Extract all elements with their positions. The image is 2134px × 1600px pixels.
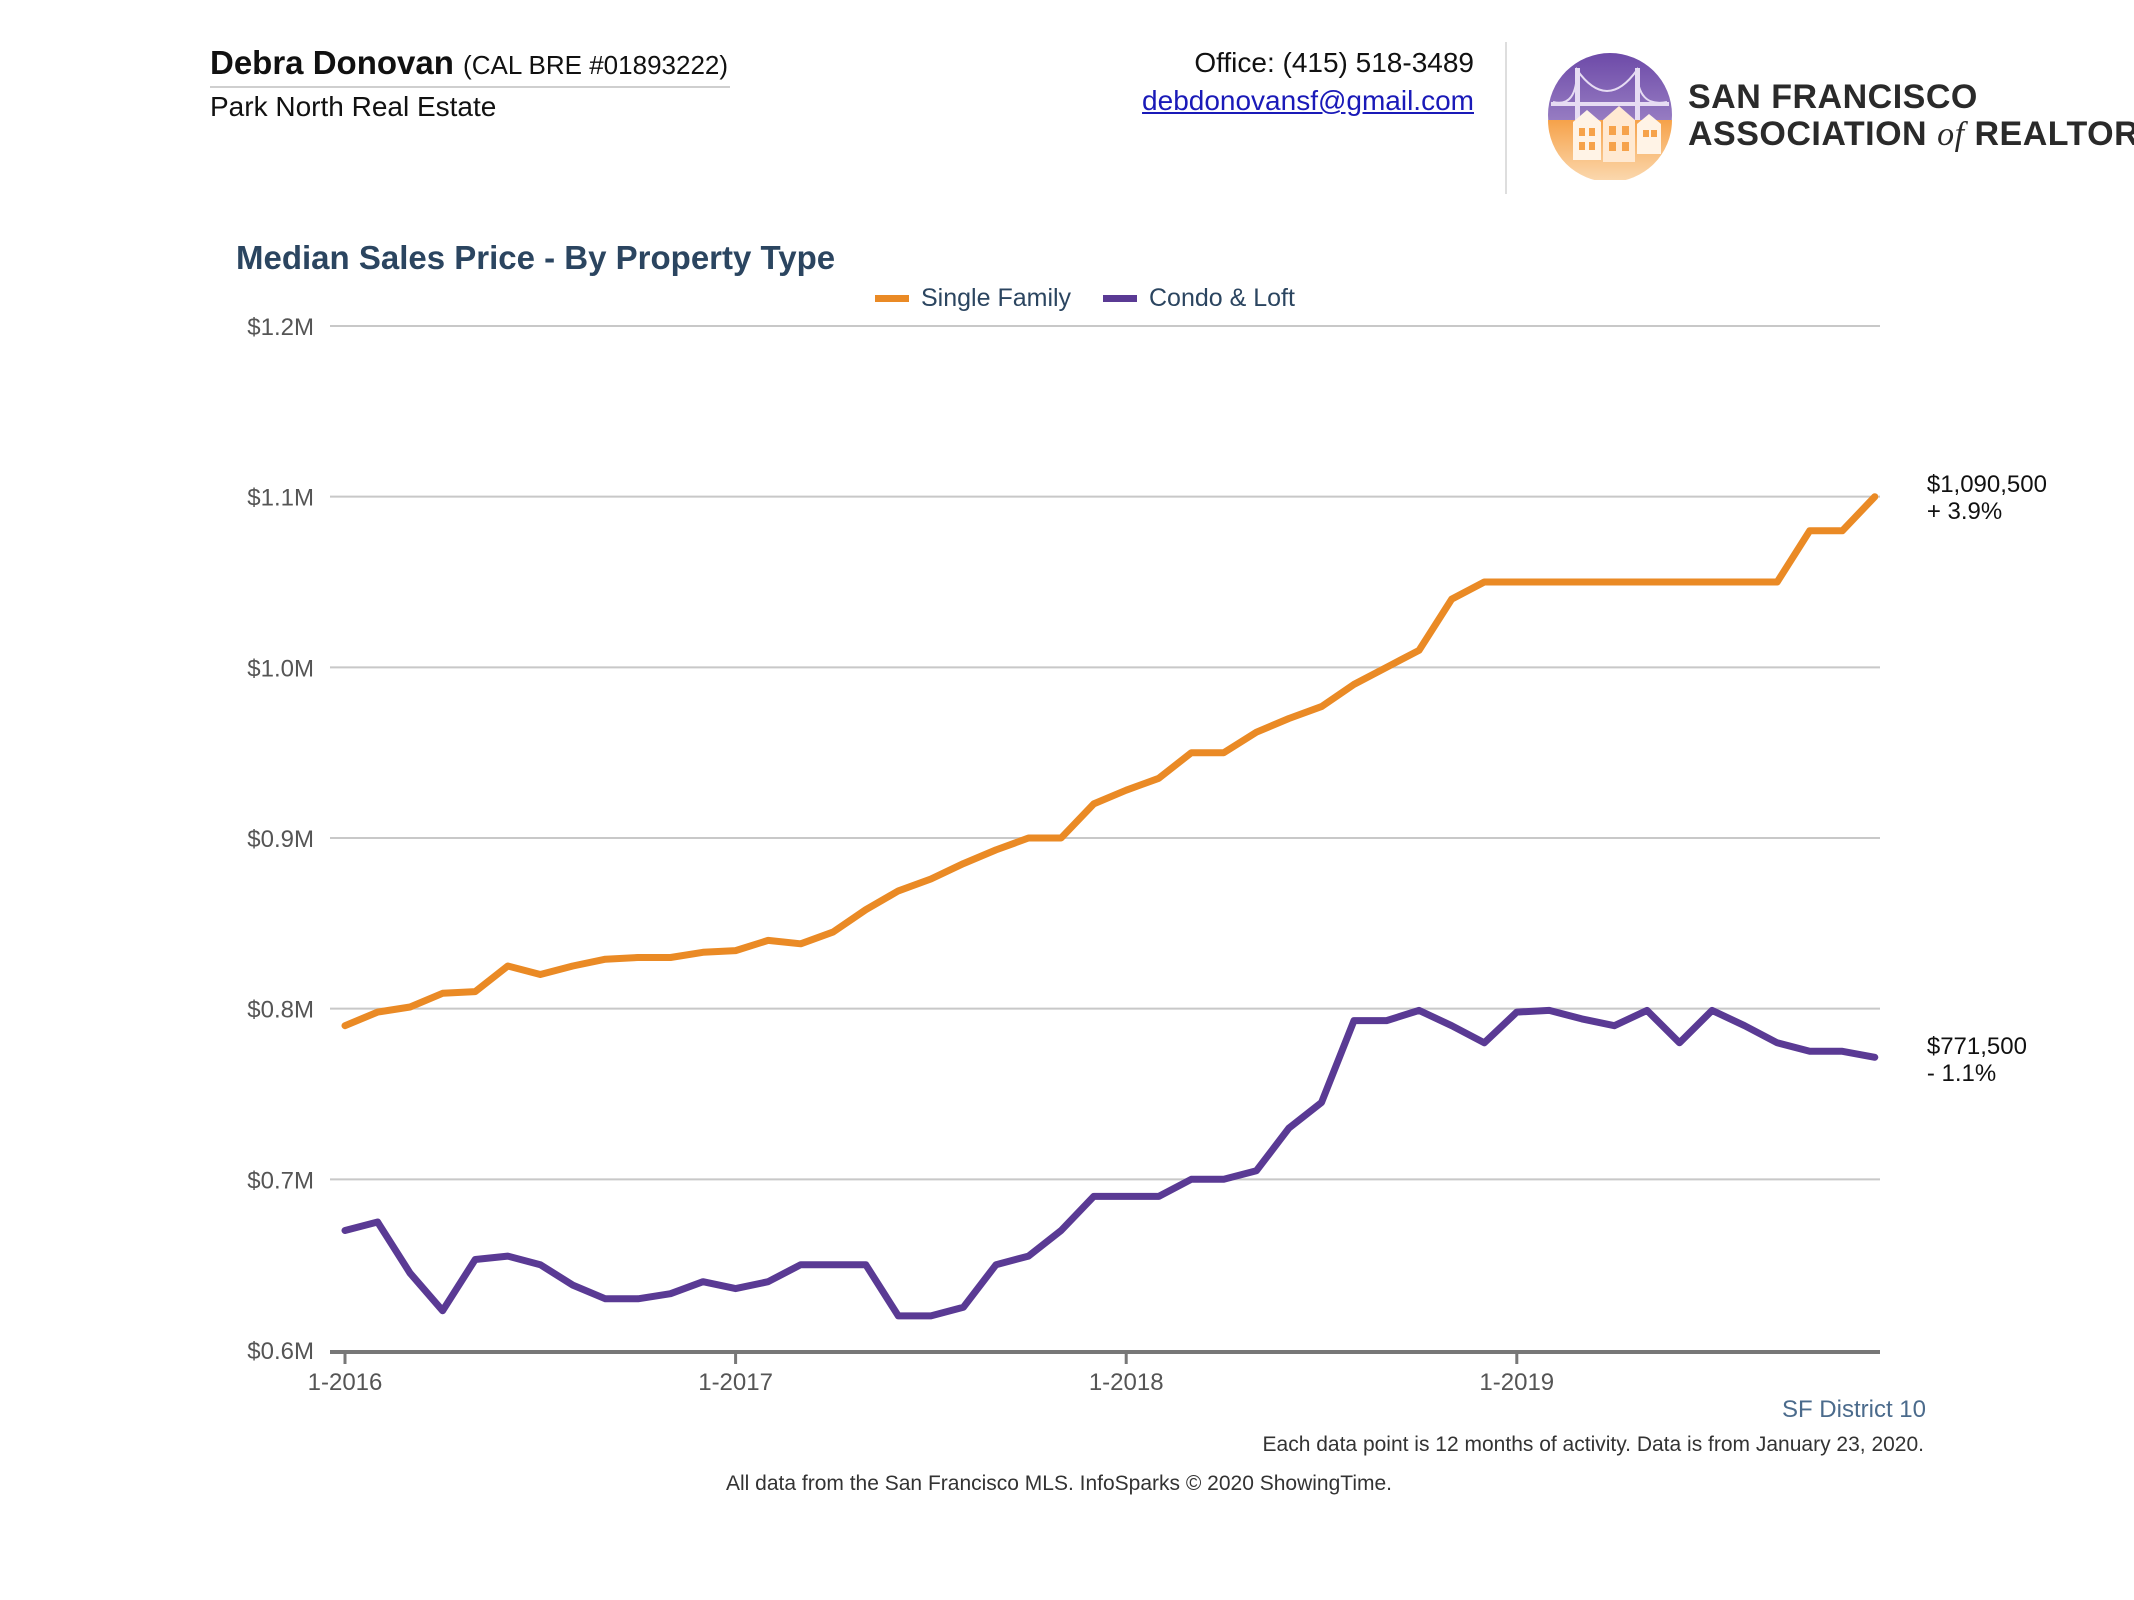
legend-item-single-family[interactable]: Single Family <box>875 284 1071 313</box>
source-note: All data from the San Francisco MLS. Inf… <box>726 1472 1393 1495</box>
chart-title: Median Sales Price - By Property Type <box>236 239 836 276</box>
series-line-single-family <box>341 493 1879 1030</box>
agent-license: (CAL BRE #01893222) <box>463 50 729 80</box>
end-label-single-family: $1,090,500 + 3.9% <box>1927 471 2047 525</box>
legend-label-single-family: Single Family <box>921 284 1072 312</box>
district-label: SF District 10 <box>1781 1396 1926 1423</box>
y-tick-label: $0.9M <box>247 826 314 853</box>
x-tick-label: 1-2016 <box>308 1369 383 1396</box>
association-name-line2: ASSOCIATION of REALTORS® <box>1688 115 2134 153</box>
golden-gate-houses-logo-icon <box>1548 53 1672 180</box>
y-tick-label: $0.7M <box>247 1167 314 1194</box>
end-change-condo-loft: - 1.1% <box>1926 1060 1997 1088</box>
end-change-single-family: + 3.9% <box>1926 497 2003 525</box>
agent-company: Park North Real Estate <box>210 91 497 122</box>
end-label-condo-loft: $771,500 - 1.1% <box>1927 1033 2027 1087</box>
y-tick-label: $0.6M <box>247 1338 314 1365</box>
y-tick-label: $1.0M <box>247 655 314 682</box>
data-footnote: Each data point is 12 months of activity… <box>1262 1433 1924 1456</box>
series-line-condo-loft <box>341 1006 1879 1320</box>
y-tick-label: $1.2M <box>247 314 314 341</box>
x-tick-label: 1-2018 <box>1089 1369 1164 1396</box>
association-name-line1: SAN FRANCISCO <box>1688 78 1978 116</box>
office-phone: Office: (415) 518-3489 <box>1194 47 1474 78</box>
y-tick-label: $1.1M <box>247 485 314 512</box>
legend-item-condo-loft[interactable]: Condo & Loft <box>1103 284 1295 313</box>
end-value-condo-loft: $771,500 <box>1926 1033 2027 1061</box>
legend-label-condo-loft: Condo & Loft <box>1149 284 1295 312</box>
agent-divider <box>210 86 730 88</box>
x-tick-label: 1-2019 <box>1479 1369 1554 1396</box>
end-value-single-family: $1,090,500 <box>1926 470 2047 498</box>
legend-swatch-single-family <box>875 295 909 302</box>
agent-name: Debra Donovan (CAL BRE #01893222) <box>210 44 729 81</box>
y-tick-label: $0.8M <box>247 997 314 1024</box>
legend-swatch-condo-loft <box>1103 295 1137 302</box>
header-divider <box>1505 42 1507 194</box>
email-link[interactable]: debdonovansf@gmail.com <box>1142 85 1474 116</box>
x-tick-label: 1-2017 <box>698 1369 773 1396</box>
